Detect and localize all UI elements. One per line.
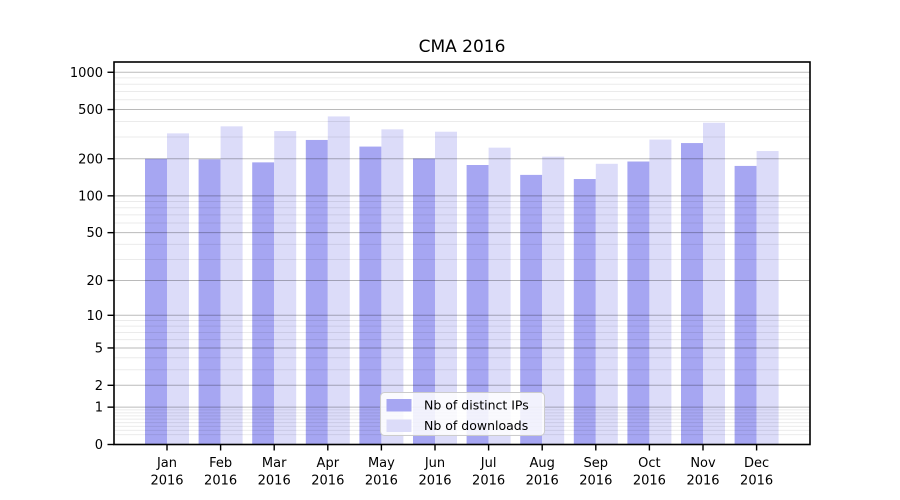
y-tick-label-5: 5	[95, 341, 103, 356]
bar-mar-downloads	[274, 131, 297, 445]
legend: Nb of distinct IPs Nb of downloads	[380, 392, 545, 436]
x-tick-label-year-aug: 2016	[526, 474, 559, 489]
legend-label-downloads: Nb of downloads	[424, 418, 528, 433]
x-tick-label-year-dec: 2016	[740, 474, 773, 489]
minor-gridlines	[114, 77, 810, 436]
y-tick-label-200: 200	[78, 152, 103, 167]
x-tick-label-year-mar: 2016	[258, 474, 291, 489]
x-axis: Jan 2016 Feb 2016 Mar 2016 Apr 2016 May 2016 Jun 20…	[150, 444, 773, 489]
bar-jan-downloads	[167, 133, 189, 445]
x-tick-label-year-feb: 2016	[204, 474, 237, 489]
y-tick-label-1: 1	[95, 401, 103, 416]
x-tick-label-month-feb: Feb	[209, 456, 232, 471]
legend-label-distinct-ips: Nb of distinct IPs	[424, 398, 529, 413]
x-tick-label-month-mar: Mar	[262, 456, 287, 471]
legend-swatch-distinct-ips	[386, 399, 412, 412]
bar-jul-distinct-ips	[466, 165, 489, 445]
x-tick-label-year-may: 2016	[365, 474, 398, 489]
x-tick-label-month-jan: Jan	[156, 456, 177, 471]
y-tick-label-2: 2	[95, 379, 103, 394]
x-tick-label-year-sep: 2016	[579, 474, 612, 489]
bar-nov-distinct-ips	[681, 143, 703, 445]
y-tick-label-100: 100	[78, 189, 103, 204]
bar-aug-downloads	[542, 156, 565, 445]
legend-box	[380, 392, 545, 436]
y-axis: 0 1 2 5 10 20 50 100 200 500 1000	[70, 66, 114, 453]
x-tick-label-month-aug: Aug	[530, 456, 555, 471]
x-tick-label-month-jun: Jun	[424, 456, 445, 471]
bar-nov-downloads	[703, 122, 725, 445]
bar-apr-distinct-ips	[305, 139, 328, 445]
x-tick-label-year-nov: 2016	[686, 474, 719, 489]
y-tick-label-1000: 1000	[70, 66, 103, 81]
bar-may-downloads	[381, 129, 404, 445]
x-tick-label-month-may: May	[368, 456, 395, 471]
x-tick-label-month-oct: Oct	[638, 456, 660, 471]
x-tick-label-month-dec: Dec	[744, 456, 769, 471]
plot-border	[113, 61, 811, 446]
y-tick-label-500: 500	[78, 103, 103, 118]
x-tick-label-month-nov: Nov	[690, 456, 716, 471]
chart-title: CMA 2016	[419, 37, 506, 57]
bar-apr-downloads	[327, 116, 350, 445]
y-tick-label-10: 10	[86, 309, 103, 324]
bar-aug-distinct-ips	[520, 174, 543, 445]
bar-oct-downloads	[649, 139, 672, 445]
y-tick-label-20: 20	[86, 274, 103, 289]
bar-mar-distinct-ips	[252, 162, 275, 445]
bar-may-distinct-ips	[359, 146, 382, 445]
bar-dec-distinct-ips	[734, 165, 757, 445]
x-tick-label-year-jun: 2016	[418, 474, 451, 489]
bars	[145, 116, 779, 445]
bar-dec-downloads	[756, 151, 779, 445]
bar-sep-downloads	[595, 163, 618, 445]
x-tick-label-year-oct: 2016	[633, 474, 666, 489]
x-tick-label-month-apr: Apr	[317, 456, 340, 471]
x-tick-label-month-jul: Jul	[480, 456, 497, 471]
x-tick-label-year-jul: 2016	[472, 474, 505, 489]
bar-jan-distinct-ips	[145, 158, 167, 445]
y-tick-label-50: 50	[86, 226, 103, 241]
x-tick-label-year-jan: 2016	[150, 474, 183, 489]
x-tick-label-month-sep: Sep	[584, 456, 609, 471]
bar-feb-downloads	[220, 126, 243, 445]
bar-jul-downloads	[488, 147, 511, 445]
x-tick-label-year-apr: 2016	[311, 474, 344, 489]
bar-jun-downloads	[435, 131, 457, 445]
bar-jun-distinct-ips	[413, 158, 435, 445]
major-gridlines	[114, 71, 810, 408]
legend-swatch-downloads	[386, 419, 412, 432]
bar-feb-distinct-ips	[198, 159, 221, 445]
bar-sep-distinct-ips	[573, 179, 596, 445]
bar-oct-distinct-ips	[627, 161, 650, 445]
y-tick-label-0: 0	[95, 438, 103, 453]
